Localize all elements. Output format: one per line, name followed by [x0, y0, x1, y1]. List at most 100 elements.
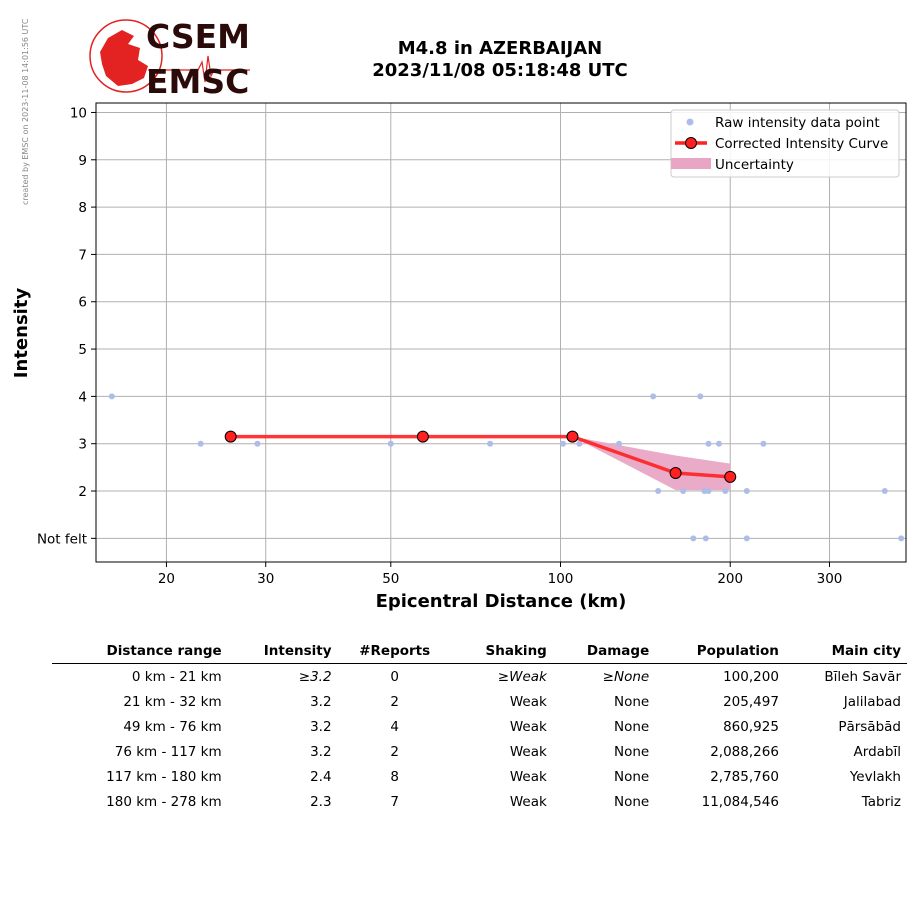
cell-intensity: ≥3.2 [298, 668, 332, 685]
cell-damage: None [613, 693, 650, 710]
legend-curve-label: Corrected Intensity Curve [715, 136, 888, 152]
chart-title-line1: M4.8 in AZERBAIJAN [397, 38, 603, 59]
raw-point [715, 440, 722, 447]
header-population: Population [655, 640, 785, 664]
curve-point [224, 430, 237, 443]
cell-damage: None [613, 718, 650, 735]
legend: Raw intensity data point Corrected Inten… [670, 109, 900, 178]
table-row: 76 km - 117 km 3.2 2 Weak None 2,088,266 Ardab… [52, 739, 907, 764]
y-tick-label: 6 [78, 295, 87, 311]
raw-point [722, 488, 729, 495]
raw-point [690, 535, 697, 542]
y-axis-label: Intensity [11, 288, 32, 379]
raw-point [197, 440, 204, 447]
table-row: 21 km - 32 km 3.2 2 Weak None 205,497 Jalilaba… [52, 689, 907, 714]
raw-point [881, 488, 888, 495]
x-tick-label: 200 [717, 571, 743, 587]
x-tick-label: 50 [382, 571, 399, 587]
cell-population: 205,497 [723, 693, 779, 710]
cell-reports: 2 [390, 743, 399, 760]
chart-title-line2: 2023/11/08 05:18:48 UTC [372, 60, 628, 81]
header-damage: Damage [552, 640, 656, 664]
logo-text-emsc: EMSC [146, 62, 249, 100]
y-tick-label: 7 [78, 247, 87, 263]
intensity-chart: 20 30 50 100 200 300 Not felt 2 3 4 5 6 7 8 9 10 Epice… [11, 102, 907, 612]
x-tick-labels: 20 30 50 100 200 300 [158, 562, 843, 587]
raw-point [387, 440, 394, 447]
cell-city: Tabriz [861, 793, 901, 810]
y-tick-label: Not felt [37, 531, 87, 547]
raw-point [254, 440, 261, 447]
logo-globe-icon [89, 19, 163, 93]
curve-point [416, 430, 429, 443]
table-row: 180 km - 278 km 2.3 7 Weak None 11,084,546 Tab… [52, 789, 907, 814]
logo-seismogram-icon [148, 55, 250, 83]
header-shaking: Shaking [451, 640, 553, 664]
raw-point [108, 393, 115, 400]
cell-shaking: Weak [509, 743, 547, 760]
raw-point [705, 488, 712, 495]
intensity-table: Distance range Intensity #Reports Shakin… [52, 640, 907, 814]
y-tick-label: 4 [78, 389, 87, 405]
cell-city: Yevlakh [849, 768, 901, 785]
logo-text-csem: CSEM [146, 17, 250, 56]
cell-intensity: 3.2 [310, 693, 332, 710]
curve-point [724, 470, 737, 483]
cell-shaking: Weak [509, 793, 547, 810]
curve-point [669, 467, 682, 480]
y-tick-label: 3 [78, 437, 87, 453]
cell-intensity: 2.3 [310, 793, 332, 810]
cell-city: Jalilabad [843, 693, 901, 710]
raw-point [743, 488, 750, 495]
cell-distance: 117 km - 180 km [106, 768, 222, 785]
cell-damage: ≥None [602, 668, 650, 685]
y-tick-label: 9 [78, 153, 87, 169]
cell-city: Ardabīl [853, 743, 901, 760]
cell-distance: 49 km - 76 km [123, 718, 222, 735]
raw-point [680, 488, 687, 495]
cell-city: Pārsābād [838, 718, 901, 735]
table-row: 49 km - 76 km 3.2 4 Weak None 860,925 Pārsābād [52, 714, 907, 739]
x-axis-label: Epicentral Distance (km) [376, 591, 627, 612]
cell-shaking: Weak [509, 718, 547, 735]
cell-distance: 0 km - 21 km [131, 668, 222, 685]
raw-point [898, 535, 905, 542]
cell-shaking: Weak [509, 693, 547, 710]
legend-raw-label: Raw intensity data point [715, 115, 880, 131]
curve-point [566, 430, 579, 443]
x-tick-label: 100 [548, 571, 574, 587]
cell-distance: 180 km - 278 km [106, 793, 222, 810]
raw-point [655, 488, 662, 495]
cell-reports: 2 [390, 693, 399, 710]
cell-damage: None [613, 793, 650, 810]
cell-damage: None [613, 768, 650, 785]
logo-map-icon [100, 30, 148, 86]
corrected-curve [224, 430, 737, 483]
cell-damage: None [613, 743, 650, 760]
cell-reports: 0 [390, 668, 399, 685]
cell-city: Bīleh Savār [824, 668, 901, 685]
cell-population: 2,785,760 [710, 768, 779, 785]
header-city: Main city [784, 640, 907, 664]
legend-raw-marker [686, 118, 694, 126]
chart-title: M4.8 in AZERBAIJAN 2023/11/08 05:18:48 U… [300, 38, 700, 82]
y-tick-label: 2 [78, 484, 87, 500]
cell-shaking: ≥Weak [497, 668, 547, 685]
cell-population: 11,084,546 [701, 793, 779, 810]
cell-population: 2,088,266 [710, 743, 779, 760]
raw-point [705, 440, 712, 447]
table-row: 117 km - 180 km 2.4 8 Weak None 2,785,760 Yevl… [52, 764, 907, 789]
raw-point [697, 393, 704, 400]
y-tick-labels: Not felt 2 3 4 5 6 7 8 9 10 [37, 105, 96, 547]
raw-point [702, 535, 709, 542]
cell-reports: 7 [390, 793, 399, 810]
header-distance: Distance range [52, 640, 228, 664]
table-header-row: Distance range Intensity #Reports Shakin… [52, 640, 907, 664]
cell-reports: 4 [390, 718, 399, 735]
raw-point [743, 535, 750, 542]
x-tick-label: 300 [817, 571, 843, 587]
table-row: 0 km - 21 km ≥3.2 0 ≥Weak ≥None 100,200 Bīleh … [52, 664, 907, 690]
cell-population: 100,200 [723, 668, 779, 685]
cell-intensity: 3.2 [310, 743, 332, 760]
header-intensity: Intensity [227, 640, 338, 664]
